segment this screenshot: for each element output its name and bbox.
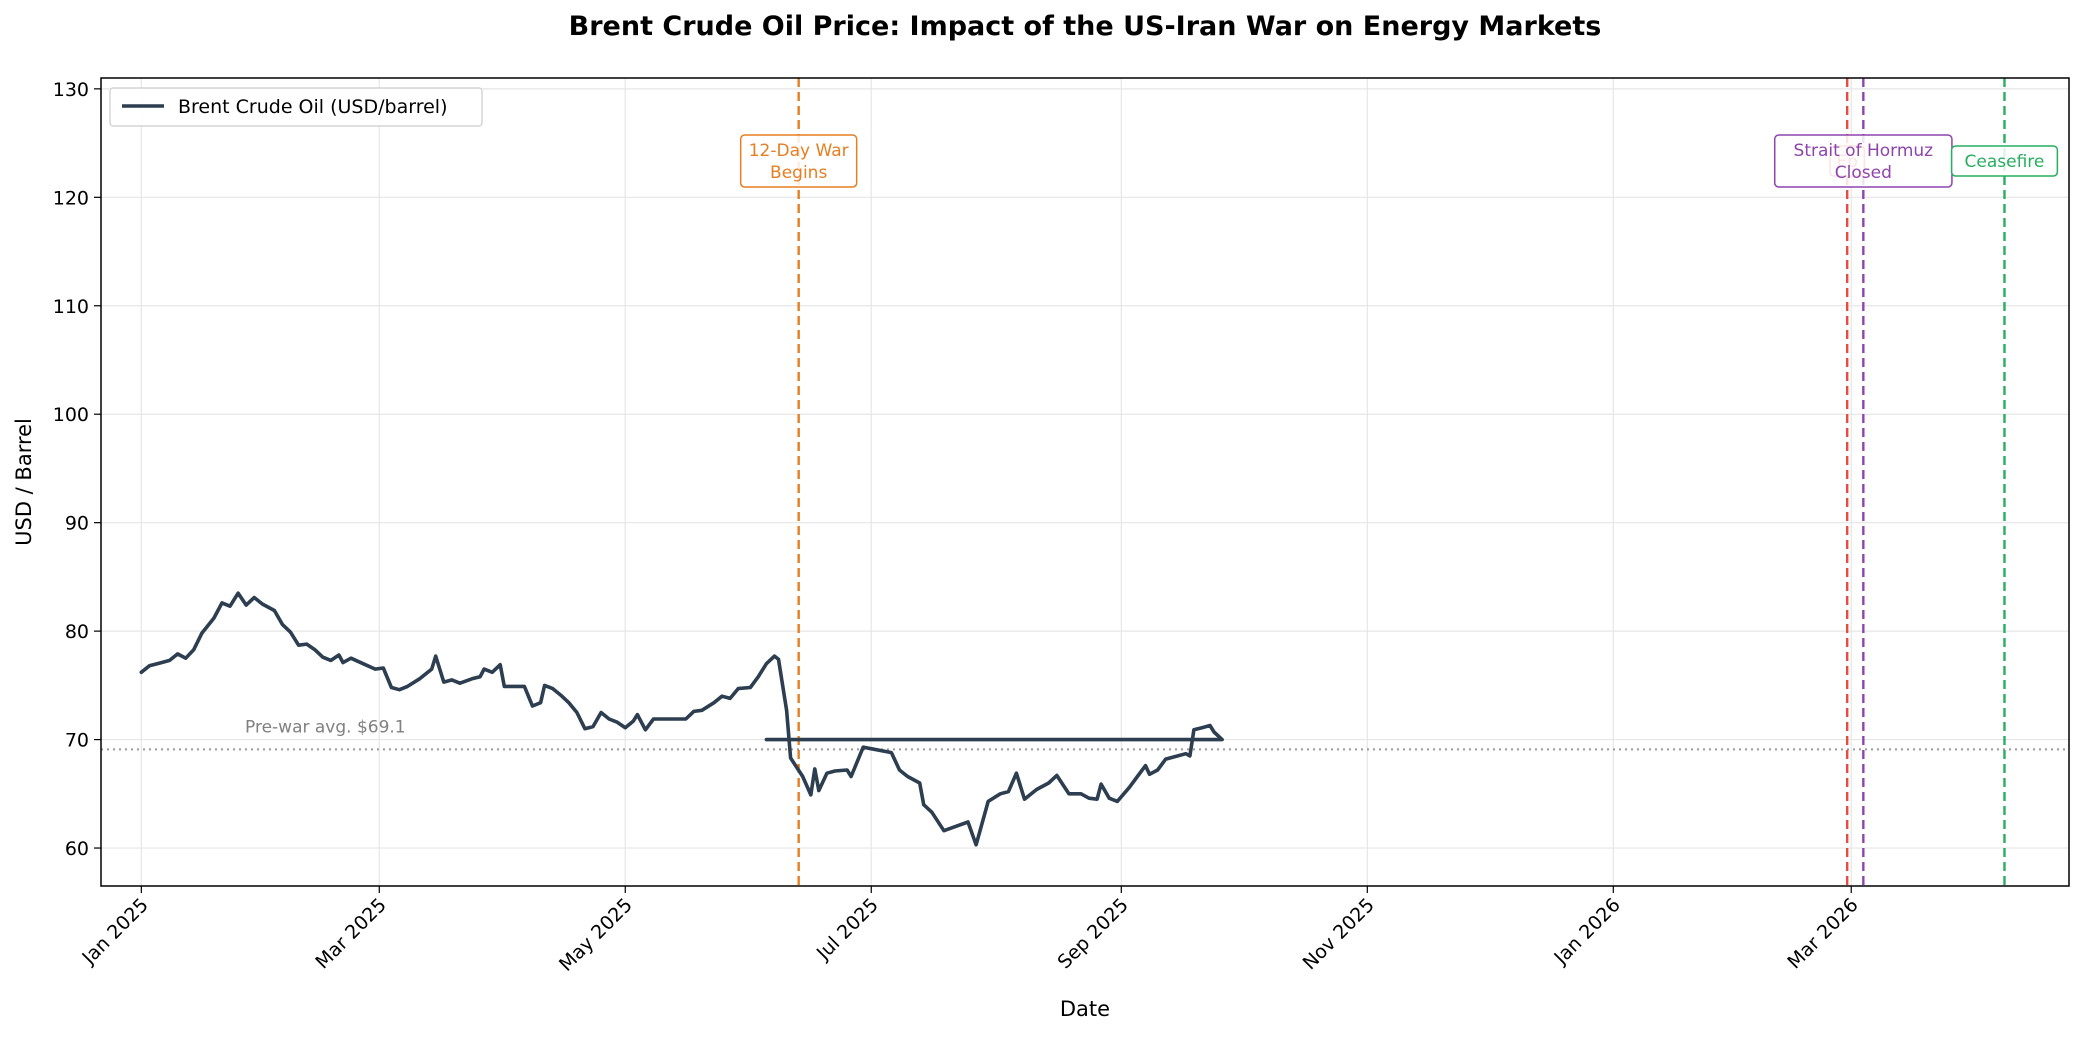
legend-box xyxy=(109,87,483,127)
y-tick-label: 60 xyxy=(65,838,89,860)
y-axis-label: USD / Barrel xyxy=(12,418,36,546)
event-lines-layer xyxy=(797,78,2006,886)
x-axis-label: Date xyxy=(1060,997,1110,1021)
y-tick-label: 110 xyxy=(53,296,89,318)
grid-layer xyxy=(101,78,2069,886)
event-label-text: 12-Day War xyxy=(749,141,849,161)
event-label-box xyxy=(1950,145,2059,177)
series-line-0 xyxy=(139,591,1224,847)
legend: Brent Crude Oil (USD/barrel) xyxy=(109,87,483,127)
reference-layer: Pre-war avg. $69.1 xyxy=(101,717,2069,751)
event-label-box xyxy=(739,134,858,188)
event-label-text: Closed xyxy=(1835,163,1892,183)
reference-line-label: Pre-war avg. $69.1 xyxy=(245,717,406,737)
plot-frame xyxy=(100,77,2070,887)
legend-label: Brent Crude Oil (USD/barrel) xyxy=(178,96,447,118)
event-label-text: Strait of Hormuz xyxy=(1794,141,1934,161)
event-label-text: Begins xyxy=(770,163,827,183)
event-labels-layer: 12-Day WarBeginsEpStrait of HormuzClosed… xyxy=(739,134,2059,188)
event-label-text: Ceasefire xyxy=(1965,152,2045,172)
y-tick-label: 70 xyxy=(65,730,89,752)
y-tick-label: 90 xyxy=(65,513,89,535)
chart-title: Brent Crude Oil Price: Impact of the US-… xyxy=(569,11,1602,42)
y-tick-label: 80 xyxy=(65,621,89,643)
y-tick-label: 100 xyxy=(53,404,89,426)
series-layer xyxy=(139,591,1224,847)
event-label-3: Ceasefire xyxy=(1950,145,2059,177)
y-tick-label: 130 xyxy=(53,79,89,101)
y-tick-label: 120 xyxy=(53,187,89,209)
